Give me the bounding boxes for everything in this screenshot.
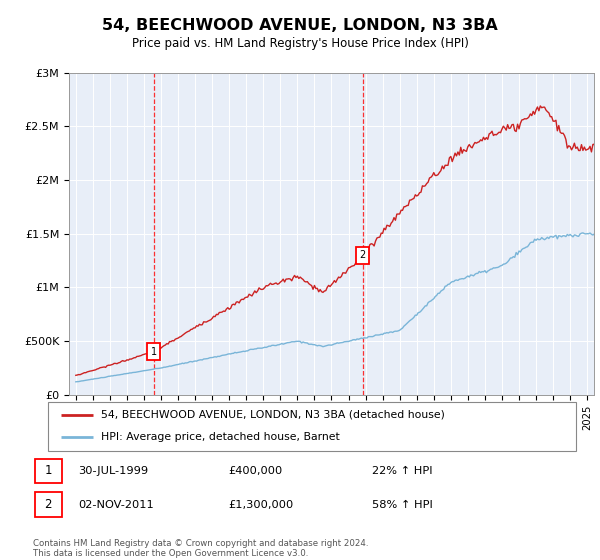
Text: 30-JUL-1999: 30-JUL-1999 [78, 466, 148, 476]
FancyBboxPatch shape [48, 402, 576, 451]
FancyBboxPatch shape [35, 459, 62, 483]
Text: 1: 1 [44, 464, 52, 478]
Text: Contains HM Land Registry data © Crown copyright and database right 2024.
This d: Contains HM Land Registry data © Crown c… [33, 539, 368, 558]
Text: Price paid vs. HM Land Registry's House Price Index (HPI): Price paid vs. HM Land Registry's House … [131, 36, 469, 50]
Text: 2: 2 [360, 250, 366, 260]
Text: 58% ↑ HPI: 58% ↑ HPI [372, 500, 433, 510]
Text: £400,000: £400,000 [228, 466, 282, 476]
Text: 22% ↑ HPI: 22% ↑ HPI [372, 466, 433, 476]
Text: 2: 2 [44, 498, 52, 511]
Text: 54, BEECHWOOD AVENUE, LONDON, N3 3BA: 54, BEECHWOOD AVENUE, LONDON, N3 3BA [102, 18, 498, 32]
Text: 02-NOV-2011: 02-NOV-2011 [78, 500, 154, 510]
Text: HPI: Average price, detached house, Barnet: HPI: Average price, detached house, Barn… [101, 432, 340, 442]
Text: 1: 1 [151, 347, 157, 357]
FancyBboxPatch shape [35, 492, 62, 517]
Text: £1,300,000: £1,300,000 [228, 500, 293, 510]
Text: 54, BEECHWOOD AVENUE, LONDON, N3 3BA (detached house): 54, BEECHWOOD AVENUE, LONDON, N3 3BA (de… [101, 410, 445, 420]
